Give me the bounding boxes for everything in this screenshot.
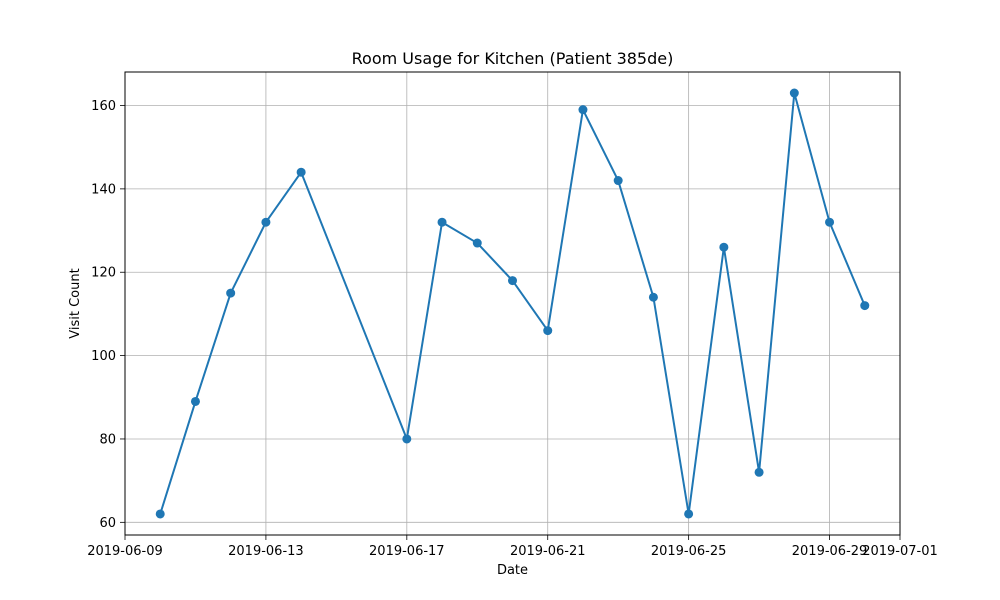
y-tick-label: 100 [91,349,116,364]
data-point [825,217,835,227]
data-point [472,238,482,248]
x-tick-label: 2019-06-29 [792,544,868,559]
data-point [296,167,306,177]
data-point [684,509,694,519]
x-tick-label: 2019-06-25 [651,544,727,559]
x-tick-label: 2019-06-13 [228,544,304,559]
y-tick-label: 60 [99,516,116,531]
data-point [508,276,517,286]
x-tick-label: 2019-07-01 [862,544,938,559]
data-point [155,509,165,519]
chart-title: Room Usage for Kitchen (Patient 385de) [352,49,674,68]
y-tick-label: 80 [99,432,116,447]
data-point [754,467,764,477]
x-tick-label: 2019-06-21 [510,544,586,559]
data-point [261,217,271,227]
data-point [402,434,412,444]
plot-area-frame [124,71,901,536]
series-marker-group [155,88,870,519]
data-point [190,396,200,406]
x-tick-label: 2019-06-17 [369,544,445,559]
y-tick-label: 140 [91,182,116,197]
y-axis-label: Visit Count [68,268,83,338]
data-point [789,88,799,98]
data-point [226,288,236,298]
grid [124,72,901,535]
data-point [648,292,658,302]
data-point [543,326,553,336]
data-point [860,301,870,311]
data-point [719,242,729,252]
data-point [613,176,623,186]
data-point [578,105,588,115]
data-point [437,217,447,227]
x-tick-label: 2019-06-09 [87,544,163,559]
axis-ticks: 2019-06-09 2019-06-13 2019-06-17 2019-06-21… [87,99,938,559]
x-axis-label: Date [497,563,528,578]
y-tick-label: 120 [91,266,116,281]
y-tick-label: 160 [91,99,116,114]
